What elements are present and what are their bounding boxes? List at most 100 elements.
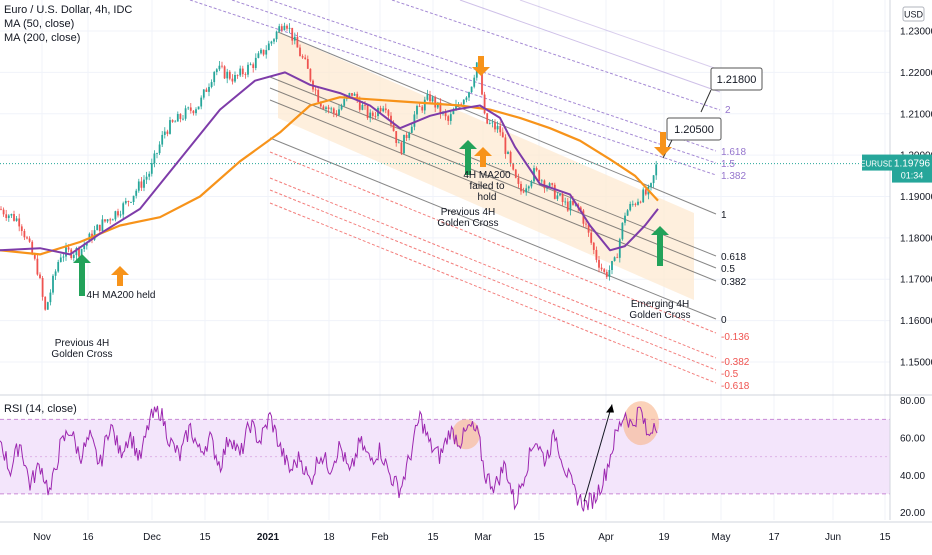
green-arrow-up-icon <box>459 140 477 175</box>
rsi-band <box>0 419 890 494</box>
candle-body <box>525 188 528 193</box>
candle <box>161 131 164 148</box>
orange-arrow-down-icon <box>472 56 490 76</box>
candle <box>499 121 502 136</box>
orange-arrow-up-icon-shape <box>474 147 492 167</box>
candle-body <box>631 203 634 205</box>
candle <box>413 110 416 131</box>
candle-body <box>197 106 200 110</box>
candle-body <box>348 93 351 97</box>
fib-line-upper <box>269 0 717 152</box>
candle-body <box>605 271 608 277</box>
candle <box>228 70 231 81</box>
candle-body <box>132 195 135 203</box>
candle <box>405 132 408 142</box>
candle-body <box>52 275 54 293</box>
ma50-legend[interactable]: MA (50, close) <box>4 18 75 30</box>
callout-high[interactable]: 1.21800 <box>700 67 763 113</box>
candle <box>486 112 489 125</box>
candle-body <box>538 170 541 181</box>
candle-body <box>520 183 522 192</box>
candle <box>299 44 301 57</box>
orange-arrow-down-icon-shape <box>472 56 490 76</box>
candle-body <box>410 126 413 133</box>
candle <box>650 182 652 191</box>
candle-body <box>57 261 60 272</box>
candle-body <box>223 66 226 79</box>
candle-body <box>288 27 291 29</box>
candle <box>314 86 317 95</box>
candle-body <box>496 125 499 130</box>
candle <box>421 105 424 113</box>
currency-badge[interactable]: USD <box>902 6 925 22</box>
candle <box>153 150 156 168</box>
candle <box>525 184 528 196</box>
fib-label-channel: 0.382 <box>721 277 746 288</box>
candle <box>239 65 242 78</box>
price-scale-bg <box>890 0 932 550</box>
green-arrow-up-icon <box>73 254 91 296</box>
candle <box>174 119 177 123</box>
candle <box>52 274 54 295</box>
candle <box>332 107 335 118</box>
candle <box>512 162 515 171</box>
candle-body <box>23 230 26 238</box>
candle-body <box>553 184 556 199</box>
candle-body <box>46 302 49 310</box>
candle <box>410 124 413 134</box>
fib-line-upper <box>189 0 717 176</box>
callout-box <box>666 117 722 141</box>
candle-body <box>254 57 257 68</box>
price-tag-symbol-bg <box>862 154 892 171</box>
candle-body <box>221 65 223 67</box>
candle <box>169 116 171 135</box>
candle <box>400 141 403 155</box>
candle <box>208 83 210 97</box>
candle-body <box>62 256 65 258</box>
candle <box>184 105 187 121</box>
candle-body <box>41 278 44 297</box>
candle <box>296 32 299 48</box>
candle <box>353 92 356 96</box>
candle-body <box>111 219 114 221</box>
candle <box>535 166 538 172</box>
candle-body <box>319 101 322 107</box>
candle <box>28 236 31 243</box>
candle-body <box>13 214 15 221</box>
candle-body <box>418 105 421 107</box>
candle-body <box>26 237 28 239</box>
candle <box>501 127 504 138</box>
callout-low[interactable]: 1.20500 <box>662 117 722 159</box>
candle-body <box>65 247 67 257</box>
candle <box>483 91 486 115</box>
ma200-legend[interactable]: MA (200, close) <box>4 32 81 44</box>
fib-label-extension: -0.5 <box>721 369 739 380</box>
candle <box>257 51 260 59</box>
candle-body <box>413 114 416 127</box>
candle <box>111 218 114 221</box>
symbol-title[interactable]: Euro / U.S. Dollar, 4h, IDC <box>4 4 133 16</box>
candle-body <box>572 200 574 205</box>
candle <box>600 263 603 272</box>
candle <box>621 222 624 241</box>
candle-body <box>455 104 457 111</box>
candle-body <box>249 64 252 66</box>
orange-arrow-down-icon-shape <box>654 132 672 156</box>
candle-body <box>387 110 390 116</box>
rsi-y-tick-label: 40.00 <box>900 471 925 482</box>
candle-body <box>18 218 21 227</box>
candle-body <box>548 183 551 187</box>
candle <box>592 241 595 255</box>
fib-line-extension <box>269 202 717 384</box>
candle-body <box>83 245 86 250</box>
candle <box>127 200 130 207</box>
candle-body <box>397 142 400 144</box>
candle <box>10 213 13 218</box>
candle <box>293 32 296 45</box>
candle-body <box>286 25 288 29</box>
candle-body <box>36 258 39 275</box>
candle <box>49 289 52 306</box>
x-tick-label: 15 <box>879 532 891 543</box>
